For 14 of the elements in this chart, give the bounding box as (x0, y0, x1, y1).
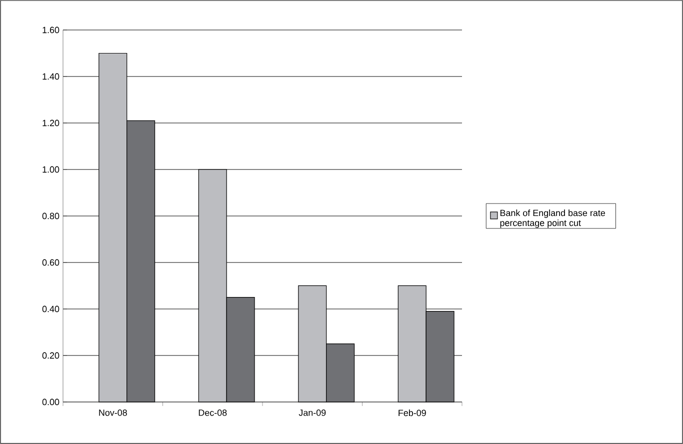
y-tick-label: 1.00 (42, 166, 60, 173)
y-tick-label: 1.20 (42, 120, 60, 126)
x-tick-label: Nov-08 (99, 410, 127, 416)
x-tick-label: Feb-09 (398, 410, 426, 416)
legend-label: Bank of England base rate percentage point cut (500, 210, 606, 228)
x-tick-label: Dec-08 (198, 410, 227, 416)
y-tick-label: 1.60 (42, 26, 60, 34)
y-tick-label: 1.40 (42, 73, 60, 80)
y-tick-label: 0.80 (42, 212, 60, 220)
y-tick-label: 0.00 (42, 398, 60, 406)
y-tick-label: 0.20 (42, 352, 60, 359)
y-tick-label: 0.60 (42, 259, 60, 266)
y-tick-label: 0.40 (42, 306, 60, 312)
x-tick-label: Jan-09 (298, 410, 326, 416)
